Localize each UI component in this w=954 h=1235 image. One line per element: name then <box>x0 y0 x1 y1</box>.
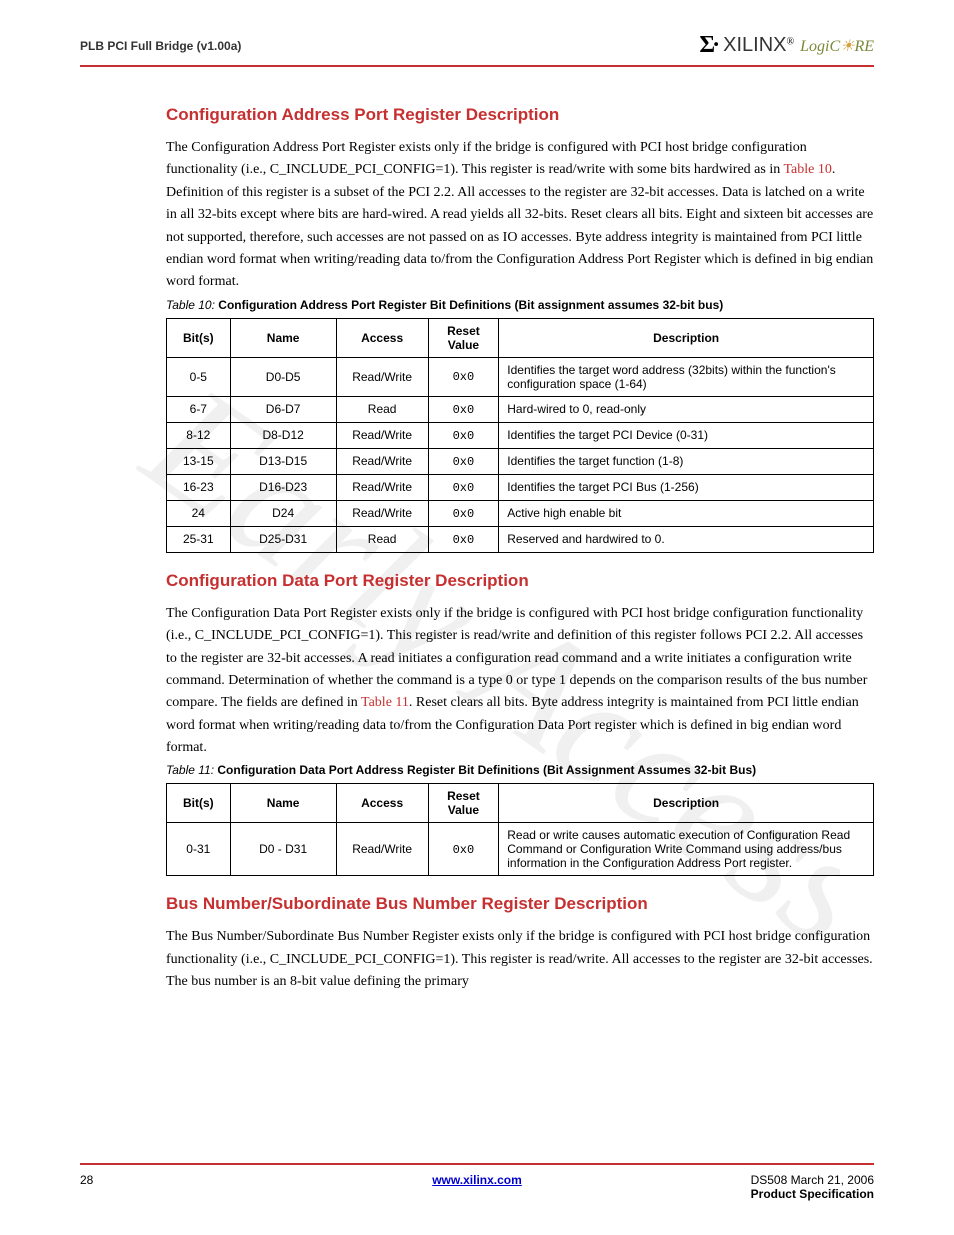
logo-tagline: LogiC☀RE <box>800 36 874 56</box>
table-cell: 25-31 <box>167 526 231 552</box>
th-access: Access <box>336 318 428 357</box>
table-cell: 24 <box>167 500 231 526</box>
table-ref-link[interactable]: Table 10 <box>783 162 831 177</box>
th-name: Name <box>230 318 336 357</box>
table-cell: Identifies the target PCI Device (0-31) <box>499 422 874 448</box>
table-cell: 8-12 <box>167 422 231 448</box>
registered-icon: ® <box>786 37 794 48</box>
table-cell: Read or write causes automatic execution… <box>499 823 874 876</box>
table-row: 25-31D25-D31Read0x0Reserved and hardwire… <box>167 526 874 552</box>
table-cell: Read/Write <box>336 823 428 876</box>
table-cell: 0-5 <box>167 357 231 396</box>
table-cell: Hard-wired to 0, read-only <box>499 396 874 422</box>
table-cell: 0x0 <box>428 474 499 500</box>
table-row: 8-12D8-D12Read/Write0x0Identifies the ta… <box>167 422 874 448</box>
page-content: Configuration Address Port Register Desc… <box>80 105 874 994</box>
xilinx-logo: Σ∙ XILINX® LogiC☀RE <box>699 32 874 59</box>
table-row: 24D24Read/Write0x0Active high enable bit <box>167 500 874 526</box>
table-cell: 0x0 <box>428 357 499 396</box>
th-reset: Reset Value <box>428 784 499 823</box>
section-para-config-addr: The Configuration Address Port Register … <box>166 137 874 294</box>
page-number: 28 <box>80 1173 93 1201</box>
table-cell: Read/Write <box>336 500 428 526</box>
th-reset: Reset Value <box>428 318 499 357</box>
table-cell: 16-23 <box>167 474 231 500</box>
header-title: PLB PCI Full Bridge (v1.00a) <box>80 39 241 53</box>
table-cell: Identifies the target function (1-8) <box>499 448 874 474</box>
table-cell: 0-31 <box>167 823 231 876</box>
th-bits: Bit(s) <box>167 318 231 357</box>
table-cell: 0x0 <box>428 422 499 448</box>
table-row: 13-15D13-D15Read/Write0x0Identifies the … <box>167 448 874 474</box>
table-ref-link[interactable]: Table 11 <box>361 695 409 710</box>
table-header-row: Bit(s) Name Access Reset Value Descripti… <box>167 318 874 357</box>
table-cell: 0x0 <box>428 500 499 526</box>
logo-sigma-icon: Σ∙ <box>699 32 717 59</box>
table11: Bit(s) Name Access Reset Value Descripti… <box>166 783 874 876</box>
footer-doc-info: DS508 March 21, 2006 Product Specificati… <box>751 1173 874 1201</box>
section-para-config-data: The Configuration Data Port Register exi… <box>166 603 874 760</box>
table-cell: Active high enable bit <box>499 500 874 526</box>
table-cell: Read/Write <box>336 448 428 474</box>
footer-url-link[interactable]: www.xilinx.com <box>432 1173 522 1187</box>
table11-caption: Table 11: Configuration Data Port Addres… <box>166 763 874 777</box>
table-cell: 13-15 <box>167 448 231 474</box>
th-name: Name <box>230 784 336 823</box>
th-desc: Description <box>499 318 874 357</box>
table-cell: 0x0 <box>428 823 499 876</box>
table10-caption: Table 10: Configuration Address Port Reg… <box>166 298 874 312</box>
page-header: PLB PCI Full Bridge (v1.00a) Σ∙ XILINX® … <box>80 32 874 67</box>
table-cell: Reserved and hardwired to 0. <box>499 526 874 552</box>
table-cell: Read <box>336 396 428 422</box>
table-cell: 0x0 <box>428 396 499 422</box>
table-cell: Read/Write <box>336 474 428 500</box>
th-desc: Description <box>499 784 874 823</box>
table-row: 16-23D16-D23Read/Write0x0Identifies the … <box>167 474 874 500</box>
table-cell: D25-D31 <box>230 526 336 552</box>
logo-brand-text: XILINX <box>723 34 786 56</box>
table-row: 0-31D0 - D31Read/Write0x0Read or write c… <box>167 823 874 876</box>
table-cell: D13-D15 <box>230 448 336 474</box>
table-row: 6-7D6-D7Read0x0Hard-wired to 0, read-onl… <box>167 396 874 422</box>
page-footer: 28 www.xilinx.com DS508 March 21, 2006 P… <box>80 1163 874 1201</box>
table-cell: D8-D12 <box>230 422 336 448</box>
table-cell: D24 <box>230 500 336 526</box>
section-heading-config-data: Configuration Data Port Register Descrip… <box>166 571 874 591</box>
table-cell: D0-D5 <box>230 357 336 396</box>
footer-doc-id: DS508 March 21, 2006 <box>751 1173 874 1187</box>
table-cell: D0 - D31 <box>230 823 336 876</box>
table-cell: Identifies the target word address (32bi… <box>499 357 874 396</box>
table-cell: Read/Write <box>336 357 428 396</box>
sun-icon: ☀ <box>840 38 854 55</box>
table-cell: D16-D23 <box>230 474 336 500</box>
table-cell: Read <box>336 526 428 552</box>
table-cell: Read/Write <box>336 422 428 448</box>
section-heading-bus-number: Bus Number/Subordinate Bus Number Regist… <box>166 894 874 914</box>
table-row: 0-5D0-D5Read/Write0x0Identifies the targ… <box>167 357 874 396</box>
section-para-bus-number: The Bus Number/Subordinate Bus Number Re… <box>166 926 874 993</box>
table-cell: D6-D7 <box>230 396 336 422</box>
table-header-row: Bit(s) Name Access Reset Value Descripti… <box>167 784 874 823</box>
th-access: Access <box>336 784 428 823</box>
footer-spec-label: Product Specification <box>751 1187 874 1201</box>
table-cell: 6-7 <box>167 396 231 422</box>
table-cell: Identifies the target PCI Bus (1-256) <box>499 474 874 500</box>
table-cell: 0x0 <box>428 448 499 474</box>
table-cell: 0x0 <box>428 526 499 552</box>
th-bits: Bit(s) <box>167 784 231 823</box>
table10: Bit(s) Name Access Reset Value Descripti… <box>166 318 874 553</box>
section-heading-config-addr: Configuration Address Port Register Desc… <box>166 105 874 125</box>
